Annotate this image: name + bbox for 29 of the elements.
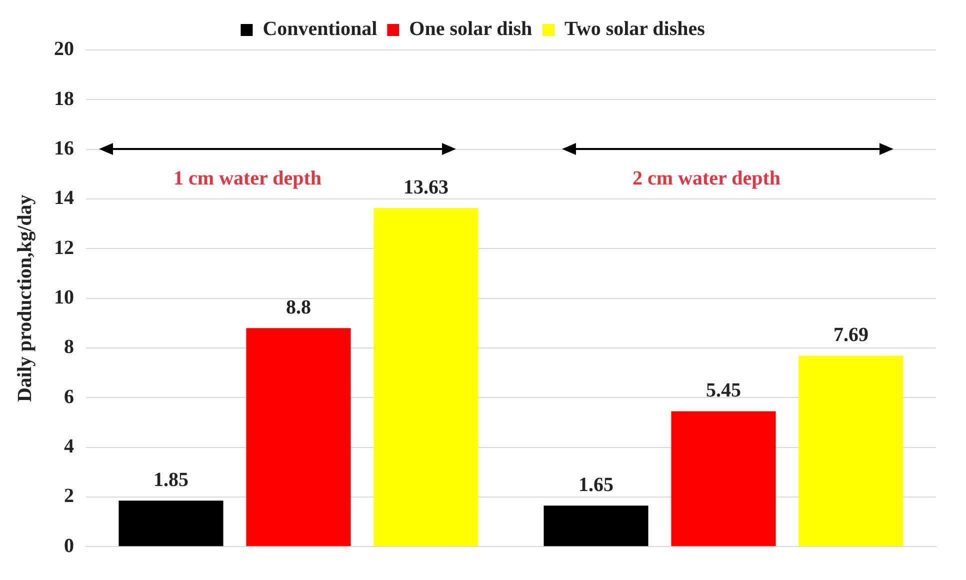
bar [374, 208, 478, 546]
y-tick-label: 12 [54, 236, 74, 259]
y-tick-label: 16 [54, 137, 74, 160]
y-tick-label: 4 [64, 435, 74, 458]
legend-label: Conventional [262, 18, 378, 40]
bar [798, 356, 904, 546]
bar [671, 411, 776, 546]
y-tick-label: 6 [64, 386, 74, 408]
y-tick-label: 18 [54, 88, 74, 110]
annotation: 2 cm water depth [632, 167, 780, 190]
y-tick-label: 8 [64, 336, 74, 358]
y-tick-label: 20 [54, 38, 74, 60]
y-tick-label: 0 [64, 534, 74, 557]
bar [246, 328, 351, 546]
legend-label: Two solar dishes [564, 18, 706, 40]
bar [544, 506, 648, 546]
bar [118, 500, 224, 546]
legend-label: One solar dish [409, 18, 532, 40]
y-tick-label: 2 [64, 485, 74, 508]
y-axis-title: Daily production,kg/day [14, 194, 36, 402]
data-label: 5.45 [706, 379, 741, 402]
data-label: 8.8 [286, 296, 311, 318]
data-label: 1.85 [154, 468, 188, 491]
annotation: 1 cm water depth [174, 167, 322, 190]
y-tick-label: 10 [54, 286, 74, 308]
data-label: 1.65 [578, 474, 614, 496]
data-label: 7.69 [834, 324, 868, 346]
data-label: 13.63 [404, 176, 448, 198]
y-tick-label: 14 [54, 187, 74, 210]
